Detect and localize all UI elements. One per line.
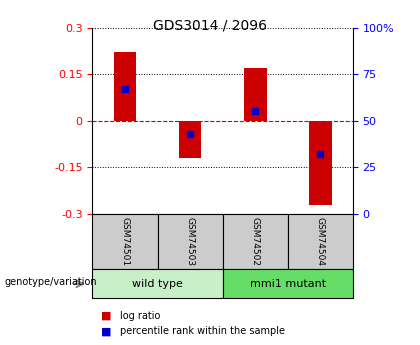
- Text: ■: ■: [101, 311, 111, 321]
- Bar: [178, 121, 202, 158]
- Text: GSM74504: GSM74504: [316, 217, 325, 266]
- Bar: [309, 121, 332, 205]
- Text: GDS3014 / 2096: GDS3014 / 2096: [153, 19, 267, 33]
- Bar: [244, 68, 267, 121]
- Text: ■: ■: [101, 326, 111, 336]
- Text: wild type: wild type: [132, 279, 183, 289]
- Text: GSM74503: GSM74503: [186, 217, 194, 266]
- Text: mmi1 mutant: mmi1 mutant: [249, 279, 326, 289]
- Text: genotype/variation: genotype/variation: [4, 277, 97, 287]
- Bar: [113, 52, 136, 121]
- Text: GSM74502: GSM74502: [251, 217, 260, 266]
- Text: log ratio: log ratio: [120, 311, 160, 321]
- Text: percentile rank within the sample: percentile rank within the sample: [120, 326, 285, 336]
- Text: GSM74501: GSM74501: [121, 217, 129, 266]
